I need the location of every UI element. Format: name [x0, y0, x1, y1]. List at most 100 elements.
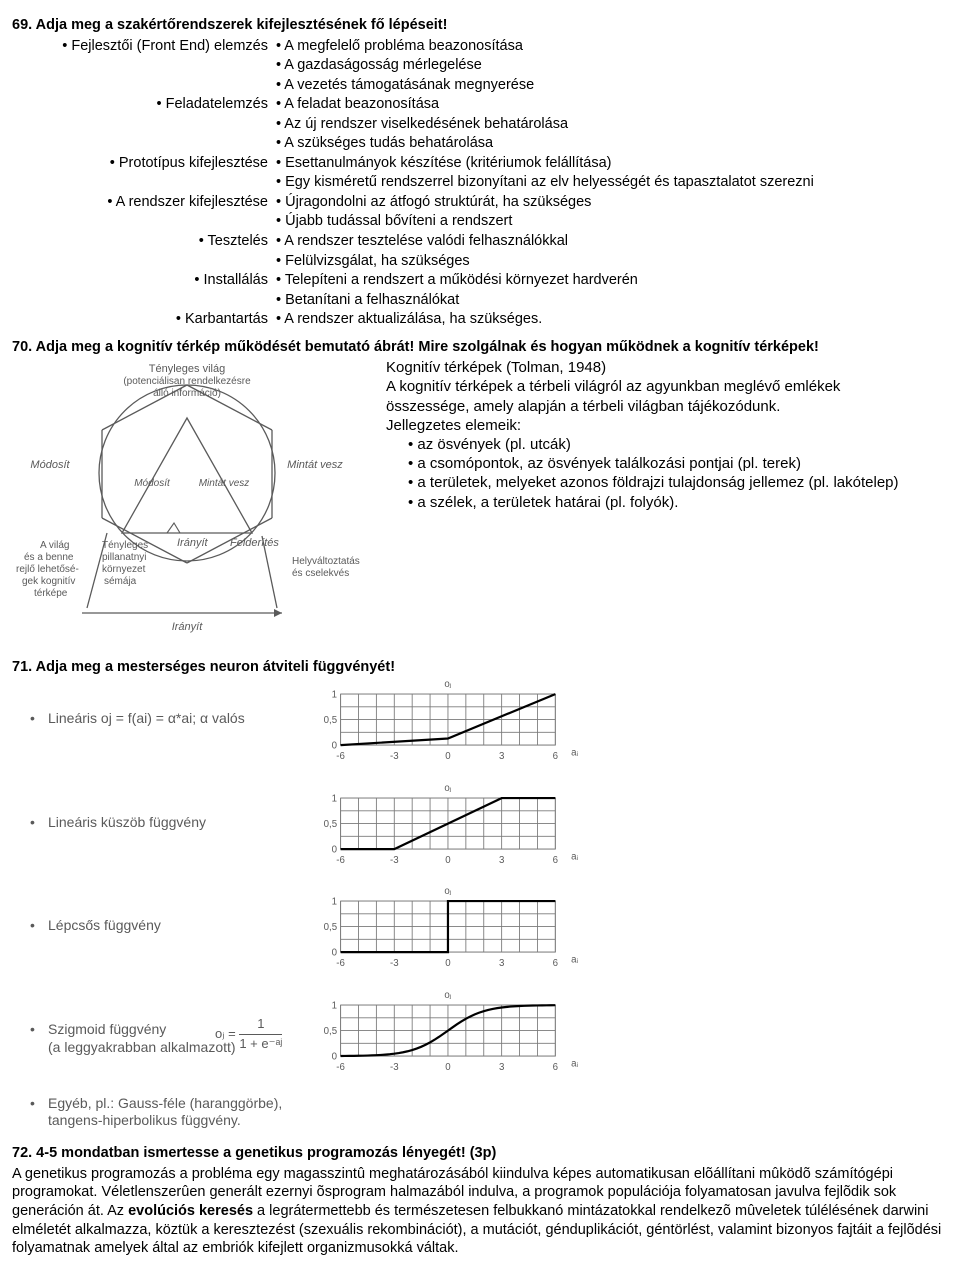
q70-line: Kognitív térképek (Tolman, 1948) — [386, 358, 948, 377]
fig-br2: és cselekvés — [292, 568, 349, 579]
table-row: • Egy kisméretű rendszerrel bizonyítani … — [36, 173, 822, 193]
q71-title: 71. Adja meg a mesterséges neuron átvite… — [12, 658, 948, 677]
q69-left-cell: • Feladatelemzés — [36, 95, 276, 115]
svg-text:-3: -3 — [390, 959, 399, 970]
q71-list: •Lineáris oj = f(ai) = α*ai; α valós -6 -3… — [30, 680, 948, 1084]
page-root: 69. Adja meg a szakértőrendszerek kifejl… — [0, 0, 960, 1278]
svg-text:0: 0 — [445, 1062, 450, 1073]
svg-text:aᵢ: aᵢ — [571, 955, 578, 966]
fig-top3: álló információ) — [153, 388, 221, 399]
q69-left-cell: • A rendszer kifejlesztése — [36, 193, 276, 213]
q69-right-cell: • A megfelelő probléma beazonosítása — [276, 37, 822, 57]
fig-bl2: és a benne — [24, 552, 74, 563]
tf-row: •Lineáris küszöb függvény -6 -3 0 3 6 0 0,5 1 oⱼ a… — [30, 784, 948, 878]
fig-bl3: rejlő lehetősé- — [16, 564, 79, 575]
q70-line: Jellegzetes elemeik: — [386, 416, 948, 435]
q70-svg: Tényleges világ (potenciálisan rendelkez… — [12, 358, 372, 638]
q69-left-cell: • Prototípus kifejlesztése — [36, 154, 276, 174]
svg-text:0: 0 — [445, 855, 450, 866]
svg-text:-3: -3 — [390, 752, 399, 763]
fig-bl4: gek kognitív — [22, 576, 75, 587]
q70-bullet: • a csomópontok, az ösvények találkozási… — [386, 454, 948, 473]
svg-text:3: 3 — [499, 855, 504, 866]
q69-right-cell: • A szükséges tudás behatárolása — [276, 134, 822, 154]
svg-text:0: 0 — [332, 741, 337, 752]
q70-bullet: • az ösvények (pl. utcák) — [386, 435, 948, 454]
svg-text:0,5: 0,5 — [324, 716, 337, 727]
q70-line: A kognitív térképek a térbeli világról a… — [386, 377, 948, 396]
fig-bl2c3: környezet — [102, 564, 146, 575]
table-row: • Prototípus kifejlesztése• Esettanulmán… — [36, 154, 822, 174]
q69-right-cell: • A vezetés támogatásának megnyerése — [276, 76, 822, 96]
svg-text:0: 0 — [445, 752, 450, 763]
svg-text:3: 3 — [499, 1062, 504, 1073]
tf-row: •Lépcsős függvény-6-303600,51oⱼaᵢ — [30, 887, 948, 981]
q69-right-cell: • Egy kisméretű rendszerrel bizonyítani … — [276, 173, 822, 193]
q70-line: összessége, amely alapján a térbeli vilá… — [386, 397, 948, 416]
table-row: • A gazdaságosság mérlegelése — [36, 56, 822, 76]
svg-text:0,5: 0,5 — [324, 923, 337, 934]
svg-text:6: 6 — [553, 1062, 558, 1073]
q70-bullet: • a szélek, a területek határai (pl. fol… — [386, 493, 948, 512]
q69-left-cell — [36, 134, 276, 154]
svg-text:1: 1 — [332, 897, 337, 908]
fig-top1: Tényleges világ — [149, 363, 225, 375]
tf-label: •Lineáris oj = f(ai) = α*ai; α valós — [30, 680, 310, 728]
q69-table: • Fejlesztői (Front End) elemzés• A megf… — [36, 37, 822, 330]
q69-left-cell — [36, 56, 276, 76]
svg-text:oⱼ: oⱼ — [444, 784, 451, 794]
fig-right1: Mintát vesz — [287, 459, 343, 471]
svg-text:-6: -6 — [336, 855, 345, 866]
svg-text:6: 6 — [553, 959, 558, 970]
tf-chart: -6-303600,51oⱼaᵢ — [310, 680, 610, 774]
svg-text:aᵢ: aᵢ — [571, 1059, 578, 1070]
tf-row: •Lineáris oj = f(ai) = α*ai; α valós-6-3… — [30, 680, 948, 774]
q69-left-cell: • Karbantartás — [36, 310, 276, 330]
svg-text:0: 0 — [332, 1052, 337, 1063]
tf-chart: -6-303600,51oⱼaᵢ — [310, 887, 610, 981]
q69-right-cell: • Betanítani a felhasználókat — [276, 291, 822, 311]
tf-chart: -6 -3 0 3 6 0 0,5 1 oⱼ aᵢ — [310, 784, 610, 878]
q71-other-text: Egyéb, pl.: Gauss-féle (haranggörbe), ta… — [48, 1095, 282, 1131]
svg-text:6: 6 — [553, 752, 558, 763]
q69-right-cell: • A rendszer tesztelése valódi felhaszná… — [276, 232, 822, 252]
q70-text: Kognitív térképek (Tolman, 1948) A kogni… — [386, 358, 948, 644]
table-row: • Újabb tudással bővíteni a rendszert — [36, 212, 822, 232]
q69-right-cell: • A feladat beazonosítása — [276, 95, 822, 115]
svg-text:-3: -3 — [390, 1062, 399, 1073]
svg-text:aᵢ: aᵢ — [571, 852, 578, 863]
q69-left-cell — [36, 252, 276, 272]
table-row: • Feladatelemzés• A feladat beazonosítás… — [36, 95, 822, 115]
q69-left-cell — [36, 76, 276, 96]
q69-right-cell: • A rendszer aktualizálása, ha szükséges… — [276, 310, 822, 330]
svg-text:oⱼ: oⱼ — [444, 680, 451, 690]
svg-text:0,5: 0,5 — [324, 819, 337, 830]
svg-text:6: 6 — [553, 855, 558, 866]
tf-label: •Lépcsős függvény — [30, 887, 310, 935]
q72-title: 72. 4-5 mondatban ismertesse a genetikus… — [12, 1144, 948, 1163]
table-row: • Karbantartás• A rendszer aktualizálása… — [36, 310, 822, 330]
q72-bold-span: evolúciós keresés — [128, 1203, 253, 1219]
fig-bottom: Irányít — [172, 621, 204, 633]
svg-text:0: 0 — [332, 948, 337, 959]
table-row: • Tesztelés• A rendszer tesztelése valód… — [36, 232, 822, 252]
q69-right-cell: • Újragondolni az átfogó struktúrát, ha … — [276, 193, 822, 213]
svg-text:1: 1 — [332, 794, 337, 805]
q69-left-cell — [36, 291, 276, 311]
tf-label: •Lineáris küszöb függvény — [30, 784, 310, 832]
q69-right-cell: • Esettanulmányok készítése (kritériumok… — [276, 154, 822, 174]
svg-text:-3: -3 — [390, 855, 399, 866]
q69-right-cell: • Újabb tudással bővíteni a rendszert — [276, 212, 822, 232]
fig-bot-right: Felderítés — [230, 537, 279, 549]
table-row: • A rendszer kifejlesztése• Újragondolni… — [36, 193, 822, 213]
tf-chart: oⱼ = 11 + e⁻ᵃʲ-6-303600,51oⱼaᵢ — [310, 991, 610, 1085]
fig-bl2c1: Tényleges — [102, 540, 148, 551]
svg-text:aᵢ: aᵢ — [571, 748, 578, 759]
fig-left1: Módosít — [30, 459, 70, 471]
svg-text:0: 0 — [332, 845, 337, 856]
q69-right-cell: • Felülvizsgálat, ha szükséges — [276, 252, 822, 272]
fig-bot-left: Irányít — [177, 537, 209, 549]
q69-right-cell: • Az új rendszer viselkedésének behatáro… — [276, 115, 822, 135]
q70-wrap: Tényleges világ (potenciálisan rendelkez… — [12, 358, 948, 644]
q69-left-cell: • Tesztelés — [36, 232, 276, 252]
